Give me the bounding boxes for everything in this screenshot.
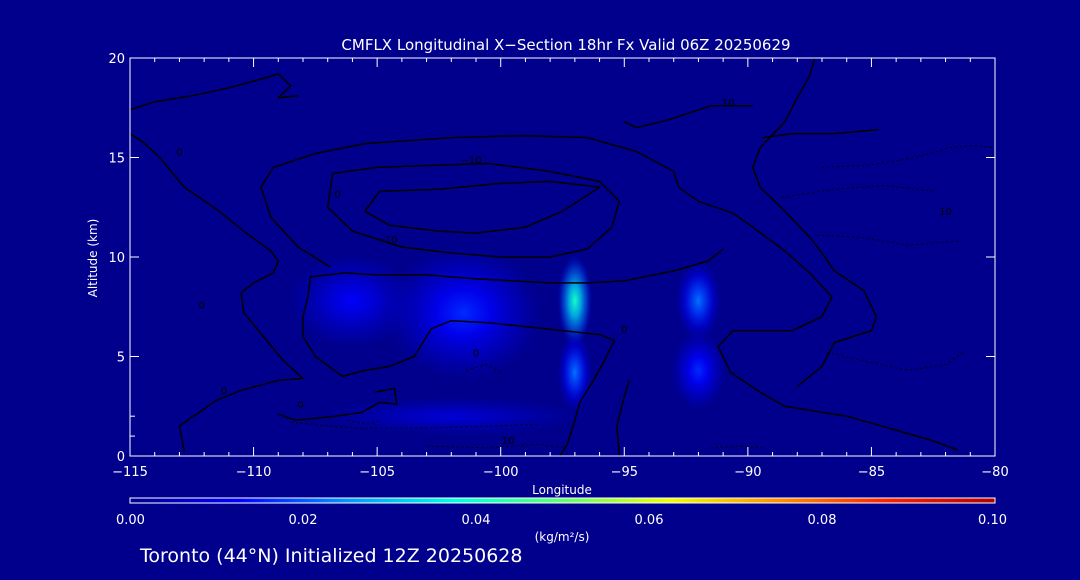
flux-blob: [315, 396, 588, 437]
contour-line: [302, 248, 724, 378]
contour-line: [762, 128, 879, 139]
contour-label: 0: [176, 148, 182, 159]
contour-label: 0: [334, 189, 340, 200]
x-axis-label: Longitude: [532, 483, 592, 497]
colorbar-tick-label: 0.08: [808, 513, 837, 528]
contour-label: 0: [473, 349, 479, 360]
y-axis-label: Altitude (km): [86, 219, 100, 298]
contour-line: [326, 162, 621, 258]
x-tick-label: −105: [359, 465, 395, 480]
contour-line: [465, 364, 501, 373]
contour-line: [817, 234, 958, 246]
contour-label: 10: [939, 207, 952, 218]
colorbar-tick-label: 0.04: [462, 513, 491, 528]
contour-label: 0: [198, 301, 204, 312]
colorbar-tick-label: 0.06: [635, 513, 664, 528]
contour-line: [752, 58, 878, 387]
contour-line: [782, 184, 934, 198]
contour-line: [130, 132, 304, 453]
contour-line: [826, 352, 964, 371]
x-tick-label: −115: [112, 465, 148, 480]
flux-blob: [557, 255, 593, 347]
contour-label: 0: [621, 325, 627, 336]
contour-label: 10: [502, 436, 515, 447]
flux-blob: [288, 253, 417, 349]
contour-label: 10: [722, 98, 735, 109]
chart-title: CMFLX Longitudinal X−Section 18hr Fx Val…: [341, 36, 790, 54]
y-axis: 0 5 10 15 20: [108, 52, 995, 465]
contour-line: [130, 73, 299, 111]
flux-blob: [671, 330, 726, 411]
x-tick-label: −85: [858, 465, 885, 480]
colorbar-tick-label: 0.02: [289, 513, 318, 528]
contour-line: [821, 145, 995, 168]
contour-line: [260, 134, 959, 451]
station-footer: Toronto (44°N) Initialized 12Z 20250628: [139, 545, 523, 567]
contour-label: −10: [461, 155, 482, 166]
flux-blob: [384, 245, 543, 381]
contour-line: [364, 180, 601, 234]
contour-label: 0: [297, 400, 303, 411]
x-axis: −115 −110 −105 −100 −95 −90 −85 −80: [112, 58, 1009, 480]
contour-line: [616, 380, 630, 456]
colorbar: 0.00 0.02 0.04 0.06 0.08 0.10: [116, 497, 1007, 528]
contour-line: [342, 319, 616, 456]
colorbar-tick-label: 0.10: [978, 513, 1007, 528]
flux-blob: [557, 332, 593, 413]
y-tick-label: 10: [108, 251, 125, 266]
y-tick-label: 15: [108, 152, 125, 167]
contour-lines: [130, 58, 995, 456]
y-tick-label: 0: [117, 450, 125, 465]
contour-line: [623, 105, 753, 129]
flux-field: [288, 245, 726, 437]
x-tick-label: −95: [611, 465, 638, 480]
contour-label: −10: [376, 235, 397, 246]
contour-line: [278, 387, 398, 421]
y-tick-label: 5: [117, 351, 125, 366]
contour-label: 0: [221, 386, 227, 397]
colorbar-strip: [129, 497, 996, 504]
y-tick-label: 20: [108, 52, 125, 67]
x-tick-label: −90: [734, 465, 761, 480]
colorbar-tick-label: 0.00: [116, 513, 145, 528]
x-tick-label: −80: [981, 465, 1008, 480]
contour-line: [347, 419, 380, 425]
contour-line: [426, 443, 566, 449]
x-tick-label: −110: [236, 465, 272, 480]
contour-line: [710, 445, 766, 449]
x-tick-label: −100: [483, 465, 519, 480]
flux-blob: [676, 260, 721, 341]
contour-line: [290, 421, 538, 429]
colorbar-unit-label: (kg/m²/s): [535, 530, 590, 544]
contour-labels: 0 0 0 0 0 0 0 −10 −10 10 10 10: [176, 98, 952, 447]
